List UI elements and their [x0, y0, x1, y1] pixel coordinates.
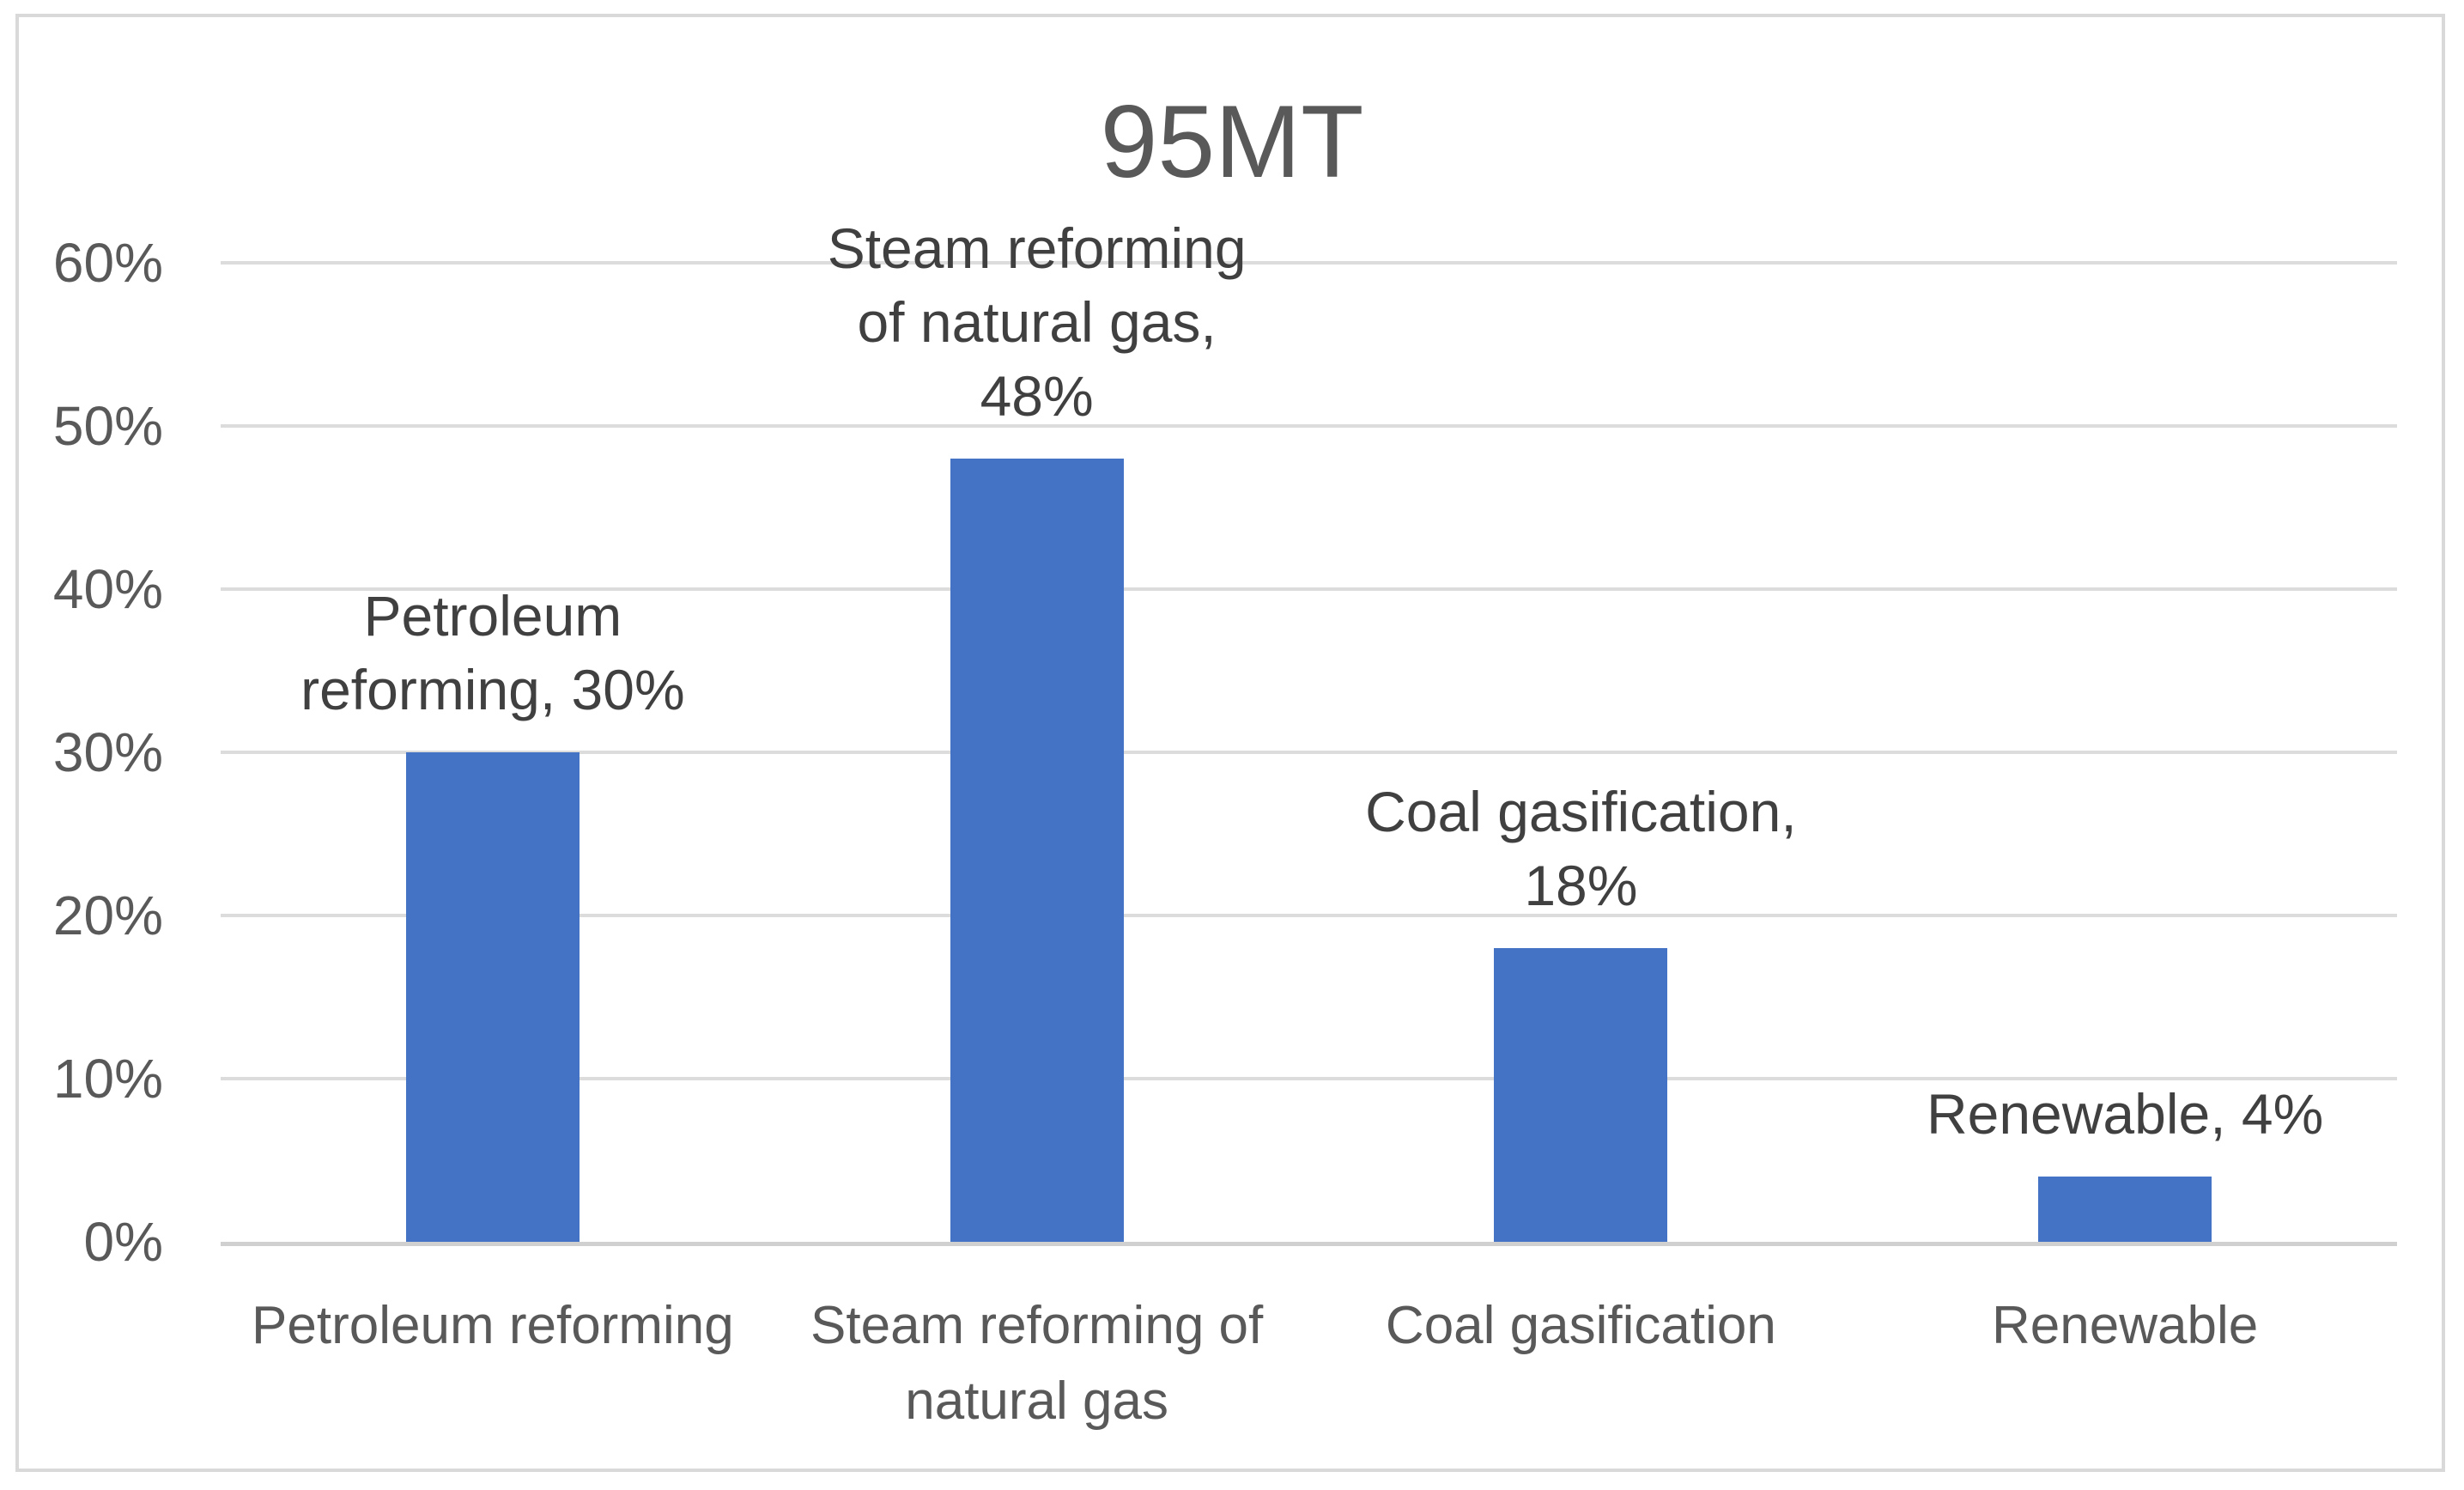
category-label-line: natural gas — [905, 1371, 1168, 1431]
data-label-line: reforming, 30% — [300, 658, 685, 721]
gridline-40pct — [221, 587, 2397, 591]
gridline-20pct — [221, 914, 2397, 917]
data-label-line: Renewable, 4% — [1926, 1082, 2324, 1146]
data-label-line: Coal gasification, — [1365, 780, 1797, 843]
data-label-line: 18% — [1524, 854, 1638, 917]
data-label-3: Renewable, 4% — [1927, 1077, 2323, 1151]
gridline-50pct — [221, 424, 2397, 428]
gridline-60pct — [221, 261, 2397, 265]
y-tick-label-20pct: 20% — [52, 885, 163, 946]
category-label-0: Petroleum reforming — [252, 1288, 734, 1364]
data-label-1: Steam reforming of natural gas, 48% — [828, 211, 1247, 433]
category-label-line: Coal gasification — [1385, 1296, 1776, 1355]
y-tick-label-10pct: 10% — [52, 1048, 163, 1110]
y-tick-label-50pct: 50% — [52, 395, 163, 457]
category-label-line: Renewable — [1992, 1296, 2259, 1355]
data-label-line: 48% — [980, 364, 1094, 428]
bar-2 — [1494, 948, 1668, 1242]
category-label-line: Steam reforming of — [810, 1296, 1264, 1355]
bar-1 — [950, 459, 1124, 1242]
bar-0 — [405, 752, 580, 1242]
data-label-2: Coal gasification, 18% — [1365, 775, 1797, 922]
data-label-line: of natural gas, — [857, 290, 1217, 354]
y-tick-label-40pct: 40% — [52, 558, 163, 620]
category-label-3: Renewable — [1992, 1288, 2258, 1364]
category-label-2: Coal gasification — [1386, 1288, 1776, 1364]
gridline-10pct — [221, 1077, 2397, 1080]
data-label-0: Petroleum reforming, 30% — [300, 579, 685, 727]
data-label-line: Petroleum — [363, 584, 622, 648]
bar-3 — [2038, 1177, 2212, 1242]
y-tick-label-30pct: 30% — [52, 721, 163, 783]
y-tick-label-0pct: 0% — [83, 1211, 164, 1273]
y-tick-label-60pct: 60% — [52, 232, 163, 294]
gridline-30pct — [221, 751, 2397, 754]
category-label-line: Petroleum reforming — [252, 1296, 734, 1355]
chart-title: 95MT — [1100, 84, 1364, 199]
x-axis-line — [221, 1242, 2397, 1246]
data-label-line: Steam reforming — [827, 216, 1247, 280]
category-label-1: Steam reforming of natural gas — [810, 1288, 1263, 1439]
